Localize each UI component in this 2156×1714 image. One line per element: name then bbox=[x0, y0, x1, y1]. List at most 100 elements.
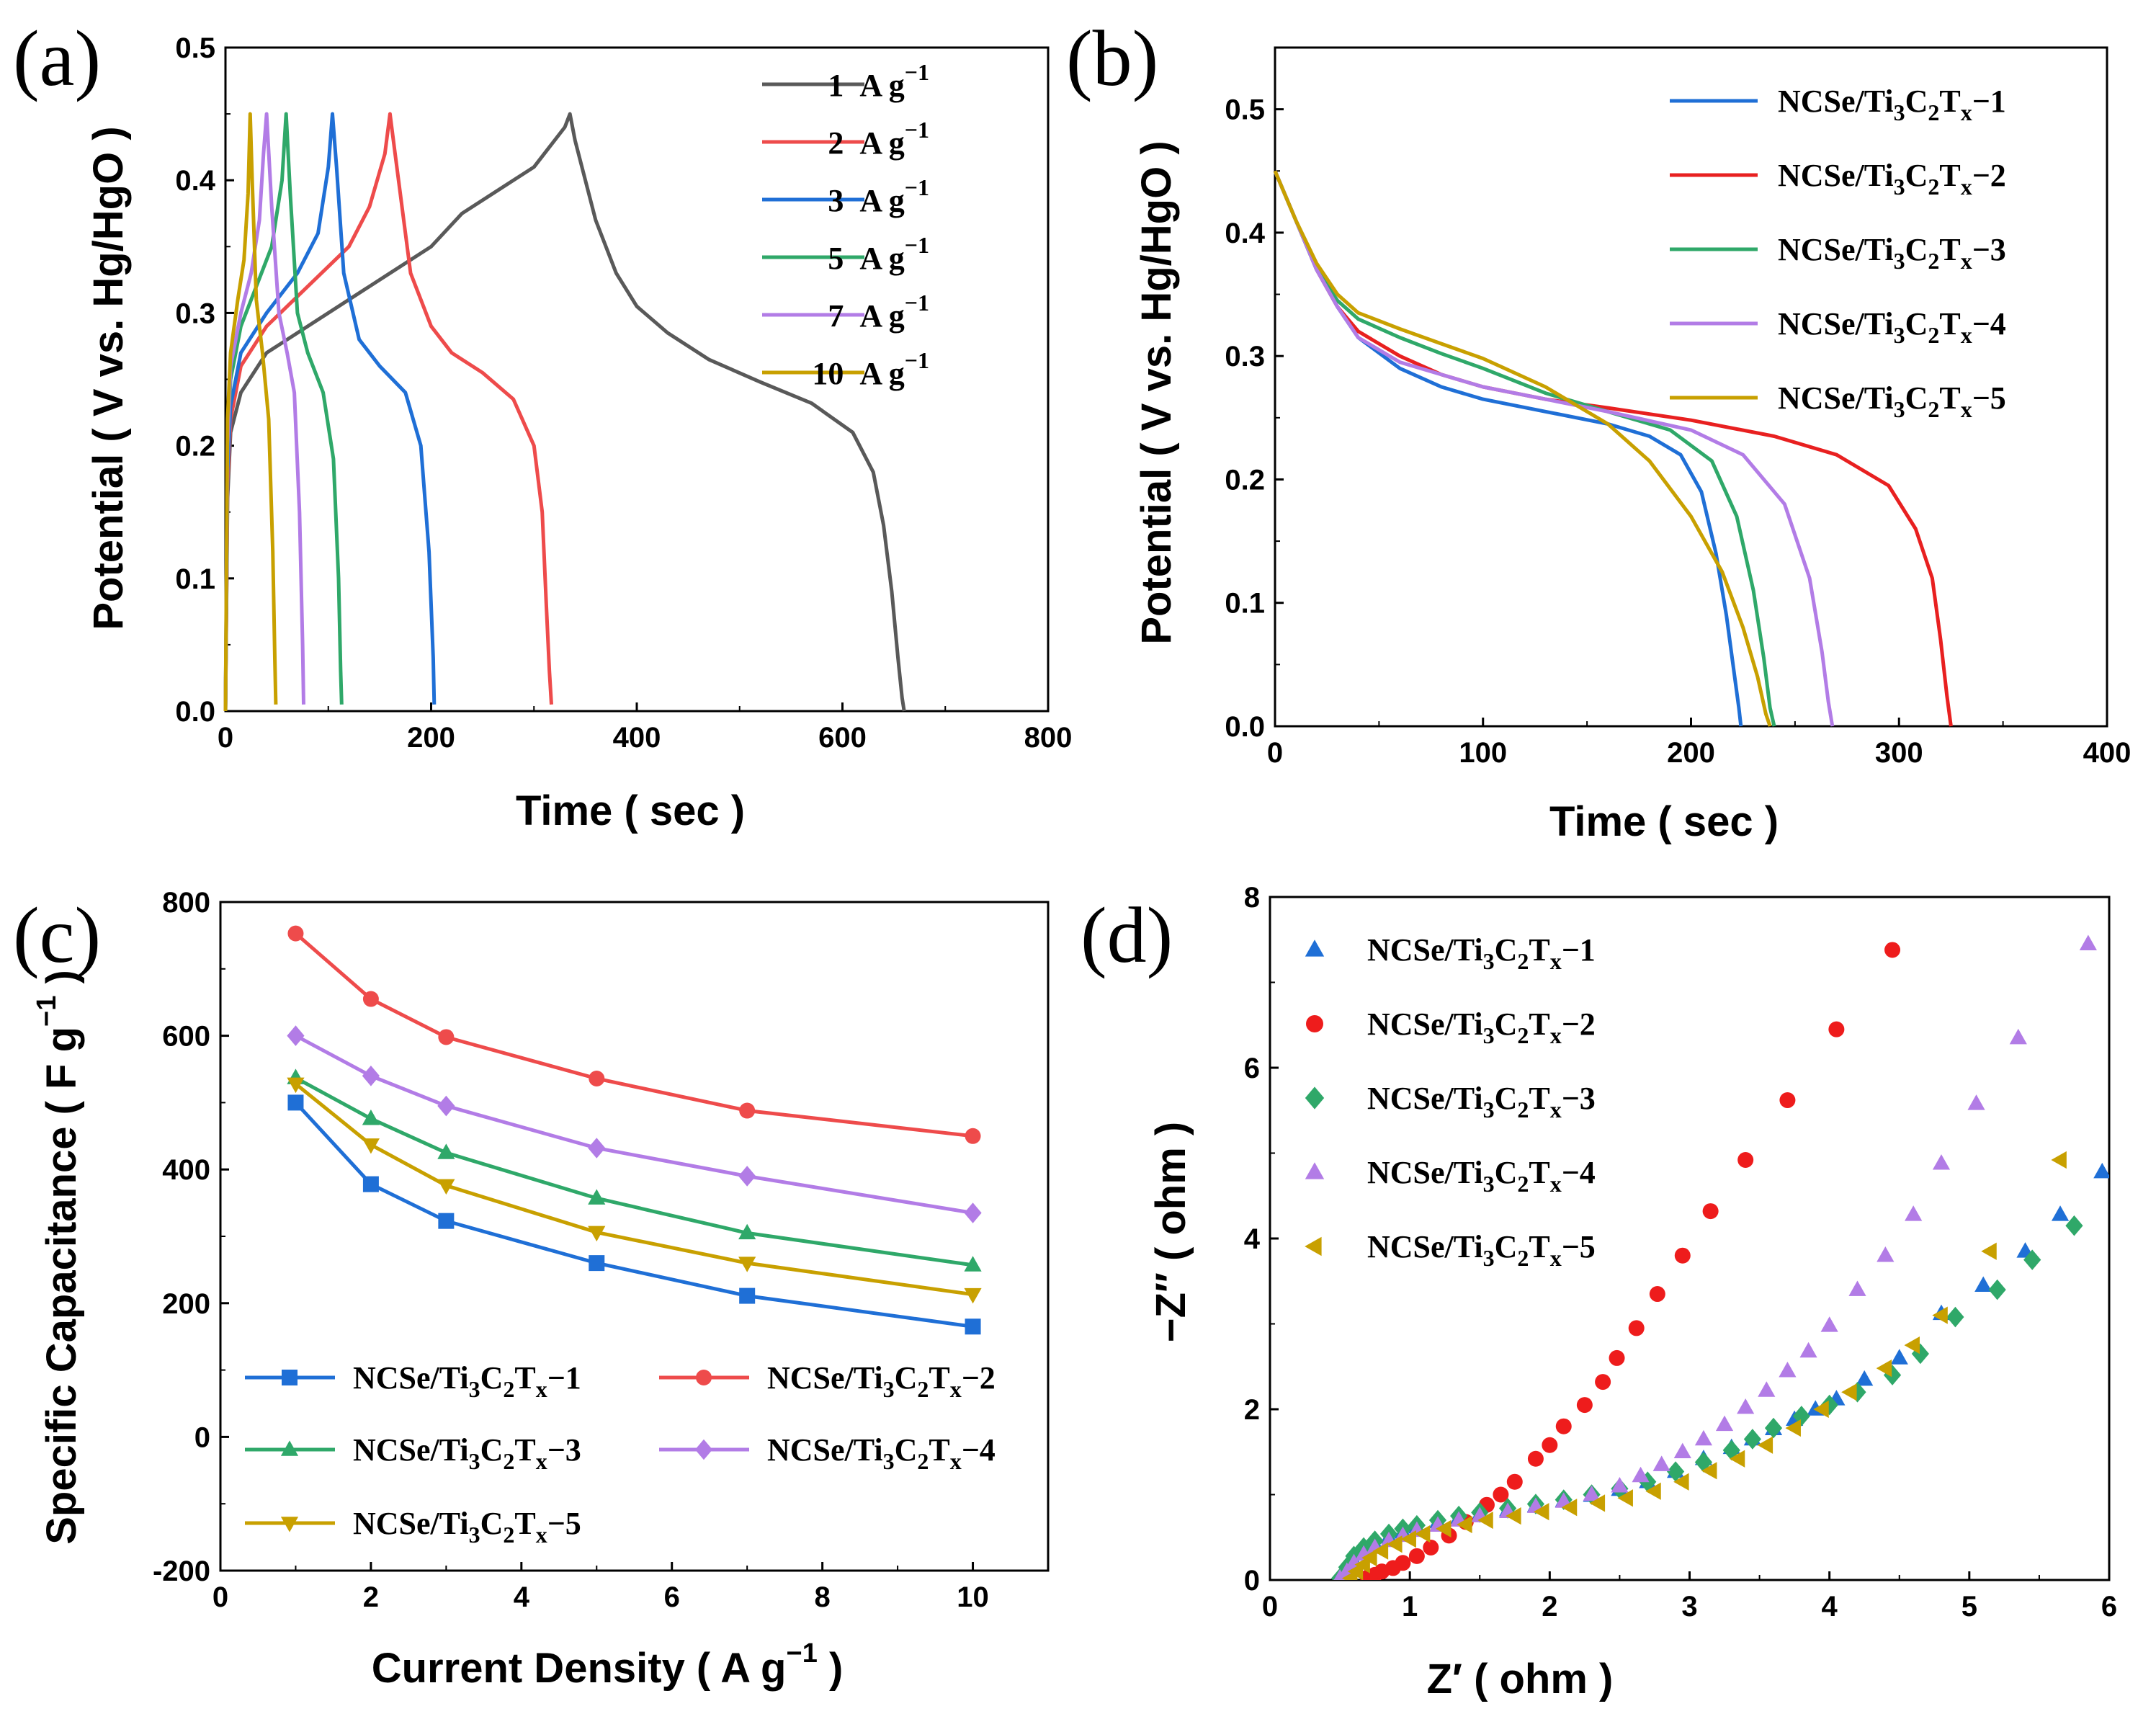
data-point-sample-1 bbox=[1856, 1370, 1874, 1386]
data-point-sample-5 bbox=[1876, 1360, 1892, 1378]
legend-label-sample-1: NCSe/Ti3C2Tx−1 bbox=[1367, 932, 1596, 974]
legend-text-part: 3 bbox=[883, 1448, 895, 1474]
legend-marker-sample-4 bbox=[694, 1439, 713, 1460]
series-line-sample-5 bbox=[1273, 170, 1772, 727]
y-tick-label: 4 bbox=[1244, 1223, 1261, 1255]
series-line-sample-3 bbox=[1273, 170, 1776, 727]
legend-text-part: 2 bbox=[1928, 174, 1939, 200]
x-tick-label: 10 bbox=[957, 1581, 989, 1613]
data-point-sample-5 bbox=[1904, 1336, 1920, 1354]
legend-label-sample-3: NCSe/Ti3C2Tx−3 bbox=[1367, 1081, 1596, 1122]
x-tick-label: 200 bbox=[1667, 737, 1715, 769]
x-tick-label: 0 bbox=[213, 1581, 228, 1613]
scatter-points bbox=[1330, 934, 2109, 1580]
legend-text-part: 2 bbox=[1517, 1171, 1529, 1197]
legend-exp: −1 bbox=[905, 232, 929, 258]
legend-text-part: NCSe/Ti bbox=[1778, 380, 1894, 416]
legend-label-sample-1: NCSe/Ti3C2Tx−1 bbox=[353, 1360, 581, 1402]
data-point-sample-4 bbox=[1820, 1316, 1838, 1332]
legend-text-part: C bbox=[480, 1506, 504, 1541]
legend-text-part: −1 bbox=[547, 1360, 581, 1396]
data-point-sample-2 bbox=[287, 925, 304, 942]
data-point-sample-5 bbox=[1506, 1507, 1521, 1525]
data-point-sample-2 bbox=[1542, 1437, 1558, 1453]
data-point-sample-4 bbox=[1967, 1094, 1985, 1110]
legend-label-2: 2 A g−1 bbox=[828, 117, 929, 161]
x-tick-label: 0 bbox=[1267, 737, 1283, 769]
legend-text-part: NCSe/Ti bbox=[1778, 306, 1894, 342]
panel-label-d: (d) bbox=[1081, 891, 1173, 979]
legend-text-part: x bbox=[950, 1448, 962, 1474]
legend-text-part: C bbox=[1495, 1081, 1518, 1116]
y-tick-label: 0.0 bbox=[175, 696, 215, 728]
legend-exp: −1 bbox=[905, 347, 929, 373]
legend-text-part: x bbox=[1961, 396, 1972, 422]
data-point-sample-1 bbox=[589, 1255, 605, 1272]
y-tick-label: 0 bbox=[1244, 1565, 1260, 1597]
data-point-sample-4 bbox=[1877, 1246, 1895, 1262]
xlabel-d: Z′ ( ohm ) bbox=[1427, 1656, 1614, 1702]
legend-text-part: NCSe/Ti bbox=[353, 1360, 469, 1396]
data-point-sample-4 bbox=[1673, 1442, 1691, 1459]
legend-text-part: 2 bbox=[503, 1522, 514, 1548]
legend-text-part: −2 bbox=[962, 1360, 996, 1396]
data-point-sample-1 bbox=[2093, 1162, 2109, 1179]
legend-text-part: T bbox=[1939, 84, 1960, 119]
legend-text-part: x bbox=[1961, 99, 1972, 125]
data-point-sample-3 bbox=[1792, 1406, 1810, 1427]
series-line-sample-5 bbox=[294, 1082, 973, 1297]
x-tick-label: 800 bbox=[1024, 722, 1073, 754]
legend-text-part: 3 bbox=[1483, 1097, 1495, 1122]
ylabel-d: −Z″ ( ohm ) bbox=[1148, 1122, 1194, 1342]
legend-text-part: −4 bbox=[1972, 306, 2006, 342]
data-point-sample-3 bbox=[362, 1110, 380, 1125]
legend-text-part: NCSe/Ti bbox=[1778, 232, 1894, 267]
legend-text-part: C bbox=[895, 1360, 918, 1396]
data-point-sample-3 bbox=[738, 1223, 756, 1240]
legend-text-part: x bbox=[536, 1448, 547, 1474]
y-tick-label: 800 bbox=[162, 887, 210, 919]
data-point-sample-5 bbox=[738, 1257, 756, 1272]
data-point-sample-2 bbox=[1628, 1320, 1645, 1336]
legend-text-part: T bbox=[1529, 1081, 1549, 1116]
data-point-sample-5 bbox=[1414, 1525, 1431, 1543]
legend-marker-sample-1 bbox=[282, 1370, 298, 1385]
data-point-sample-2 bbox=[1408, 1548, 1425, 1564]
legend-text-part: x bbox=[950, 1376, 962, 1402]
legend-text-part: C bbox=[480, 1432, 504, 1468]
plot-frame bbox=[224, 46, 1050, 713]
legend-text-part: −5 bbox=[1972, 380, 2006, 416]
legend-text-part: 3 bbox=[1894, 99, 1905, 125]
legend-marker-sample-4 bbox=[1305, 1162, 1325, 1179]
data-point-sample-4 bbox=[437, 1095, 455, 1117]
legend-text-part: 3 bbox=[1894, 396, 1905, 422]
data-point-sample-5 bbox=[1673, 1473, 1689, 1491]
y-tick-label: 0.4 bbox=[1225, 218, 1265, 249]
legend-exp: −1 bbox=[905, 174, 929, 200]
y-tick-label: 600 bbox=[162, 1021, 210, 1053]
data-point-sample-5 bbox=[1589, 1494, 1606, 1512]
ylabel-b: Potential ( V vs. Hg/HgO ) bbox=[1133, 140, 1180, 644]
legend-text-part: C bbox=[1905, 232, 1928, 267]
legend-unit: A g bbox=[859, 241, 904, 276]
legend-text-part: 3 bbox=[883, 1376, 895, 1402]
x-tick-label: 400 bbox=[613, 722, 661, 754]
legend-text-part: −2 bbox=[1562, 1006, 1596, 1042]
legend-text-part: x bbox=[1550, 1097, 1562, 1122]
legend-text-part: 2 bbox=[1517, 1097, 1529, 1122]
data-point-sample-4 bbox=[964, 1202, 982, 1223]
legend-text-part: x bbox=[1961, 248, 1972, 274]
legend-label-sample-3: NCSe/Ti3C2Tx−3 bbox=[353, 1432, 581, 1474]
legend-unit: A g bbox=[859, 183, 904, 218]
data-point-sample-5 bbox=[1561, 1499, 1578, 1517]
legend-text-part: 3 bbox=[469, 1376, 480, 1402]
data-point-sample-4 bbox=[738, 1166, 756, 1187]
legend-text-part: C bbox=[895, 1432, 918, 1468]
legend-text-part: T bbox=[929, 1432, 949, 1468]
data-point-sample-4 bbox=[1848, 1280, 1866, 1296]
legend-label-sample-5: NCSe/Ti3C2Tx−5 bbox=[353, 1506, 581, 1548]
data-point-sample-4 bbox=[1611, 1477, 1629, 1493]
legend-text-part: T bbox=[1939, 380, 1960, 416]
